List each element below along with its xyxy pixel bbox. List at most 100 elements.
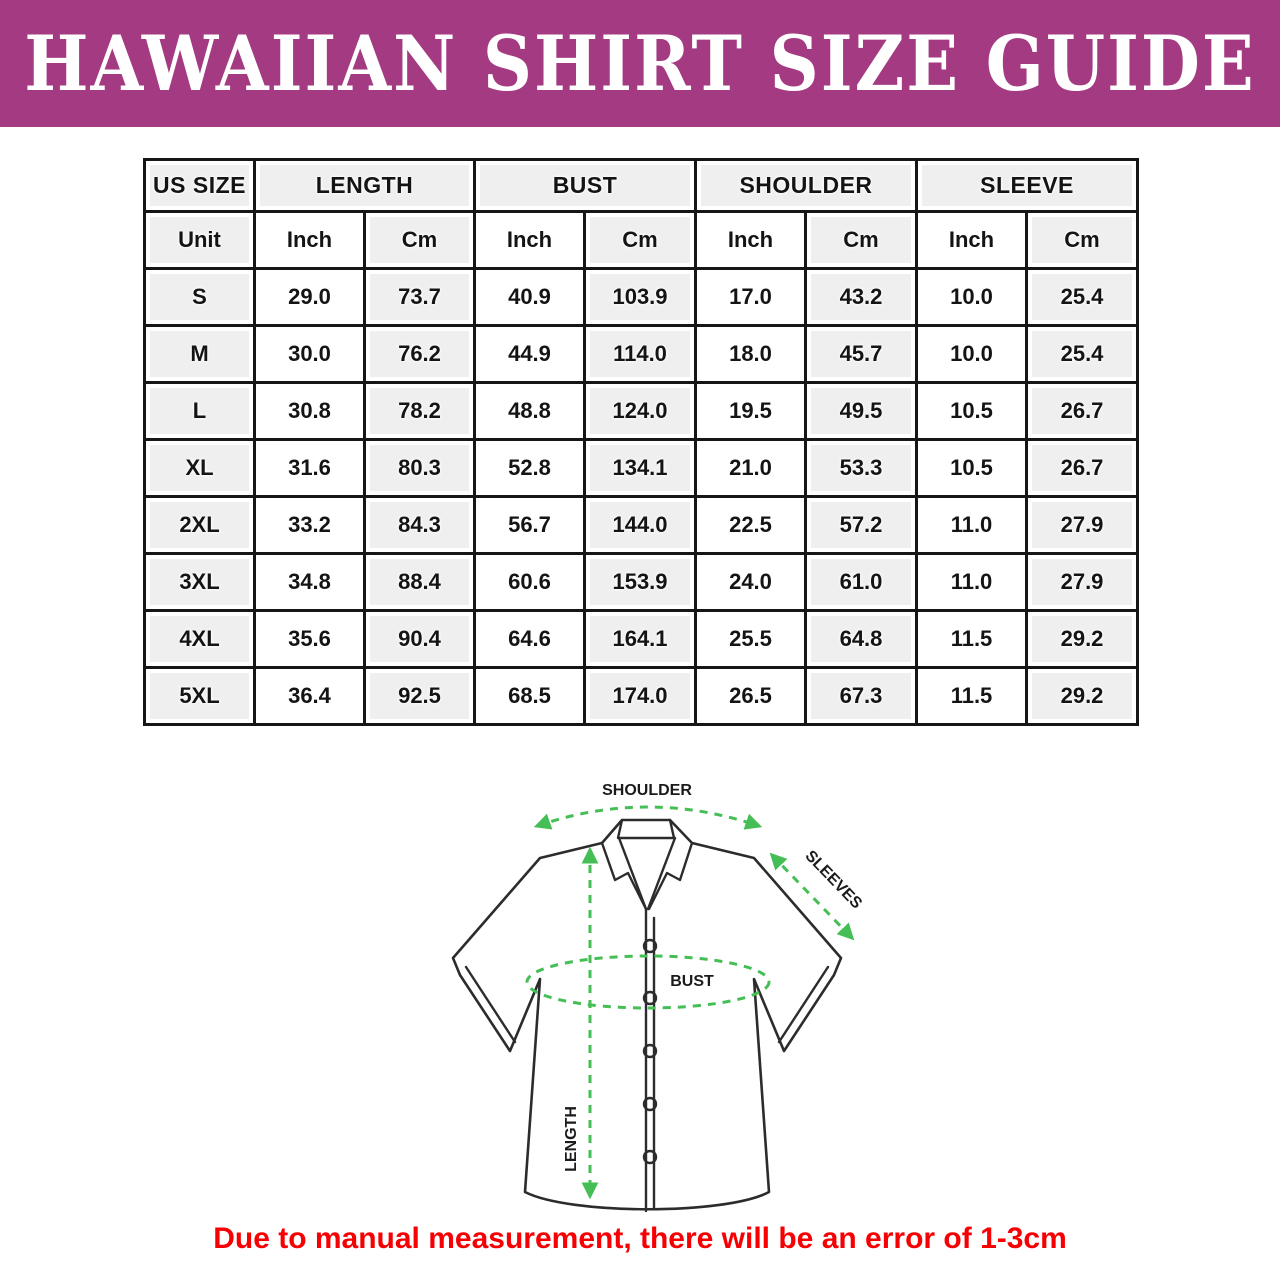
cell: 61.0: [804, 552, 918, 612]
cell: 33.2: [253, 495, 366, 555]
cell: 31.6: [253, 438, 366, 498]
cell: 45.7: [804, 324, 918, 384]
cell: 43.2: [804, 267, 918, 327]
cell: 52.8: [473, 438, 586, 498]
size-label-cell: 2XL: [143, 495, 256, 555]
size-label-cell: S: [143, 267, 256, 327]
cell: 84.3: [363, 495, 476, 555]
button-icon: [642, 990, 658, 1006]
table-row: 3XL 34.8 88.4 60.6 153.9 24.0 61.0 11.0 …: [143, 552, 1140, 612]
button-icon: [642, 1149, 658, 1165]
table-row: 4XL 35.6 90.4 64.6 164.1 25.5 64.8 11.5 …: [143, 609, 1140, 669]
cell: 53.3: [804, 438, 918, 498]
table-group-header-row: US SIZE LENGTH BUST SHOULDER SLEEVE: [143, 158, 1140, 213]
cell: 103.9: [583, 267, 697, 327]
cell: 92.5: [363, 666, 476, 726]
cell: 10.0: [915, 324, 1028, 384]
column-header: LENGTH: [253, 158, 476, 213]
cell: Inch: [253, 210, 366, 270]
column-header: US SIZE: [143, 158, 256, 213]
column-header: BUST: [473, 158, 697, 213]
size-label-cell: 4XL: [143, 609, 256, 669]
cell: 124.0: [583, 381, 697, 441]
cell: 26.5: [694, 666, 807, 726]
measurement-disclaimer: Due to manual measurement, there will be…: [213, 1222, 1067, 1255]
size-label-cell: M: [143, 324, 256, 384]
cell: 27.9: [1024, 552, 1140, 612]
sleeves-label: SLEEVES: [801, 847, 865, 912]
cell: 64.8: [804, 609, 918, 669]
cell: 114.0: [583, 324, 697, 384]
column-header: SHOULDER: [694, 158, 918, 213]
length-label: LENGTH: [563, 1106, 580, 1172]
cell: 88.4: [363, 552, 476, 612]
cell: Inch: [473, 210, 586, 270]
cell: Cm: [1024, 210, 1140, 270]
table-row: 2XL 33.2 84.3 56.7 144.0 22.5 57.2 11.0 …: [143, 495, 1140, 555]
cell: 24.0: [694, 552, 807, 612]
table-row: L 30.8 78.2 48.8 124.0 19.5 49.5 10.5 26…: [143, 381, 1140, 441]
cell: 144.0: [583, 495, 697, 555]
cell: 29.0: [253, 267, 366, 327]
shirt-outline-icon: [451, 818, 843, 1213]
cell: 11.0: [915, 552, 1028, 612]
cell: 10.5: [915, 381, 1028, 441]
button-icon: [642, 938, 658, 954]
size-label-cell: XL: [143, 438, 256, 498]
cell: 22.5: [694, 495, 807, 555]
cell: 29.2: [1024, 666, 1140, 726]
table-row: XL 31.6 80.3 52.8 134.1 21.0 53.3 10.5 2…: [143, 438, 1140, 498]
shirt-diagram-svg: SHOULDER SLEEVES BUST LENGTH: [451, 780, 868, 1213]
column-header: SLEEVE: [914, 158, 1140, 213]
cell: Unit: [143, 210, 256, 270]
cell: 34.8: [253, 552, 366, 612]
cell: 57.2: [804, 495, 918, 555]
size-table: US SIZE LENGTH BUST SHOULDER SLEEVE Unit…: [143, 158, 1140, 726]
cell: 40.9: [473, 267, 586, 327]
cell: 73.7: [363, 267, 476, 327]
table-row: S 29.0 73.7 40.9 103.9 17.0 43.2 10.0 25…: [143, 267, 1140, 327]
cell: 26.7: [1024, 381, 1140, 441]
size-label-cell: L: [143, 381, 256, 441]
cell: Inch: [915, 210, 1028, 270]
cell: Cm: [804, 210, 918, 270]
cell: 11.0: [915, 495, 1028, 555]
cell: 80.3: [363, 438, 476, 498]
cell: 18.0: [694, 324, 807, 384]
cell: 21.0: [694, 438, 807, 498]
table-row: M 30.0 76.2 44.9 114.0 18.0 45.7 10.0 25…: [143, 324, 1140, 384]
cell: 10.5: [915, 438, 1028, 498]
page-title: HAWAIIAN SHIRT SIZE GUIDE: [24, 18, 1256, 109]
button-icon: [642, 1096, 658, 1112]
table-row: 5XL 36.4 92.5 68.5 174.0 26.5 67.3 11.5 …: [143, 666, 1140, 726]
cell: 164.1: [583, 609, 697, 669]
cell: 27.9: [1024, 495, 1140, 555]
shoulder-label: SHOULDER: [602, 782, 692, 799]
size-table-section: US SIZE LENGTH BUST SHOULDER SLEEVE Unit…: [143, 158, 1140, 726]
cell: 30.0: [253, 324, 366, 384]
cell: 19.5: [694, 381, 807, 441]
size-label-cell: 3XL: [143, 552, 256, 612]
cell: Cm: [583, 210, 697, 270]
cell: 36.4: [253, 666, 366, 726]
cell: 76.2: [363, 324, 476, 384]
bust-label: BUST: [670, 973, 714, 990]
button-icon: [642, 1043, 658, 1059]
cell: Inch: [694, 210, 807, 270]
cell: Cm: [363, 210, 476, 270]
cell: 35.6: [253, 609, 366, 669]
size-label-cell: 5XL: [143, 666, 256, 726]
cell: 29.2: [1024, 609, 1140, 669]
cell: 44.9: [473, 324, 586, 384]
cell: 30.8: [253, 381, 366, 441]
cell: 10.0: [915, 267, 1028, 327]
header-banner: HAWAIIAN SHIRT SIZE GUIDE: [0, 0, 1280, 127]
shoulder-arrow: [533, 805, 763, 830]
cell: 25.4: [1024, 324, 1140, 384]
cell: 174.0: [583, 666, 697, 726]
shirt-measurement-diagram: SHOULDER SLEEVES BUST LENGTH: [430, 768, 880, 1218]
cell: 67.3: [804, 666, 918, 726]
table-unit-row: Unit Inch Cm Inch Cm Inch Cm Inch Cm: [143, 210, 1140, 270]
cell: 17.0: [694, 267, 807, 327]
cell: 25.5: [694, 609, 807, 669]
